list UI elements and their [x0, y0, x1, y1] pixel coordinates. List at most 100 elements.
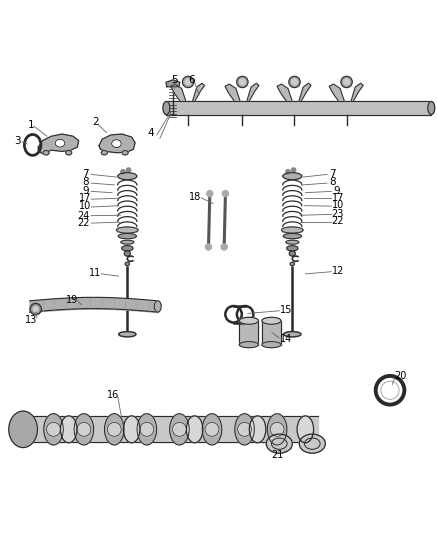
Circle shape: [238, 422, 252, 437]
Polygon shape: [38, 134, 79, 154]
Ellipse shape: [137, 414, 156, 445]
Ellipse shape: [267, 414, 287, 445]
Circle shape: [47, 422, 60, 437]
Text: 12: 12: [332, 266, 344, 276]
Text: 13: 13: [25, 316, 37, 325]
Polygon shape: [192, 83, 205, 101]
Polygon shape: [277, 84, 292, 101]
Text: 18: 18: [189, 192, 201, 202]
Polygon shape: [166, 101, 431, 115]
Ellipse shape: [116, 227, 138, 233]
Circle shape: [183, 76, 194, 87]
Text: 6: 6: [188, 75, 195, 85]
Text: 17: 17: [79, 193, 91, 203]
Text: 4: 4: [148, 128, 155, 138]
Circle shape: [270, 422, 284, 437]
Ellipse shape: [262, 317, 281, 324]
Circle shape: [173, 422, 186, 437]
Text: 7: 7: [329, 168, 336, 179]
Ellipse shape: [235, 414, 254, 445]
Circle shape: [286, 169, 290, 174]
Text: 16: 16: [108, 390, 120, 400]
Ellipse shape: [299, 434, 325, 453]
Polygon shape: [247, 83, 259, 101]
Polygon shape: [329, 84, 344, 101]
Text: 8: 8: [329, 177, 336, 187]
Ellipse shape: [60, 416, 77, 443]
Ellipse shape: [118, 233, 136, 239]
Text: 23: 23: [332, 208, 344, 219]
Text: 17: 17: [332, 193, 344, 203]
Ellipse shape: [24, 134, 41, 155]
Ellipse shape: [281, 227, 303, 233]
Ellipse shape: [122, 150, 128, 155]
Ellipse shape: [289, 251, 295, 256]
Ellipse shape: [118, 332, 136, 337]
Text: 21: 21: [271, 450, 284, 461]
Ellipse shape: [202, 414, 222, 445]
Text: 9: 9: [333, 185, 340, 196]
Circle shape: [343, 79, 350, 85]
Polygon shape: [351, 83, 363, 101]
Ellipse shape: [44, 414, 63, 445]
Ellipse shape: [124, 251, 130, 256]
Ellipse shape: [266, 434, 292, 453]
Polygon shape: [171, 84, 186, 101]
Ellipse shape: [74, 414, 94, 445]
Ellipse shape: [284, 332, 301, 337]
Ellipse shape: [154, 301, 161, 312]
Circle shape: [121, 169, 125, 174]
Polygon shape: [262, 321, 281, 345]
Text: 14: 14: [280, 334, 292, 344]
Ellipse shape: [9, 411, 38, 448]
Circle shape: [205, 244, 212, 250]
Ellipse shape: [121, 240, 134, 244]
Text: 10: 10: [79, 201, 91, 211]
Polygon shape: [225, 84, 240, 101]
Ellipse shape: [287, 246, 298, 251]
Ellipse shape: [43, 150, 49, 155]
Text: 24: 24: [78, 211, 90, 221]
Text: 19: 19: [66, 295, 78, 304]
Text: 2: 2: [93, 117, 99, 127]
Ellipse shape: [104, 414, 124, 445]
Ellipse shape: [66, 150, 72, 155]
Ellipse shape: [123, 416, 140, 443]
Ellipse shape: [283, 173, 302, 180]
Ellipse shape: [250, 416, 266, 443]
Circle shape: [205, 422, 219, 437]
Text: 22: 22: [332, 216, 344, 227]
Text: 3: 3: [14, 135, 21, 146]
Ellipse shape: [428, 101, 435, 115]
Ellipse shape: [121, 246, 133, 251]
Circle shape: [77, 422, 91, 437]
Circle shape: [30, 303, 42, 314]
Text: 9: 9: [82, 185, 89, 196]
Polygon shape: [299, 83, 311, 101]
Ellipse shape: [170, 414, 189, 445]
Ellipse shape: [262, 342, 281, 348]
Text: 10: 10: [332, 200, 344, 211]
Circle shape: [289, 76, 300, 87]
Text: 1: 1: [28, 119, 34, 130]
Circle shape: [376, 376, 404, 405]
Circle shape: [291, 168, 296, 172]
Circle shape: [207, 190, 213, 197]
Polygon shape: [23, 416, 319, 442]
Ellipse shape: [125, 262, 129, 265]
Polygon shape: [239, 321, 258, 345]
Circle shape: [341, 76, 352, 87]
Circle shape: [126, 168, 131, 172]
Circle shape: [239, 79, 246, 85]
Text: 15: 15: [280, 305, 292, 315]
Polygon shape: [99, 134, 135, 153]
Text: 22: 22: [78, 218, 90, 228]
Circle shape: [222, 190, 229, 197]
Polygon shape: [233, 306, 245, 322]
Circle shape: [185, 79, 191, 85]
Text: 20: 20: [394, 371, 406, 381]
Polygon shape: [166, 80, 180, 87]
Ellipse shape: [186, 416, 203, 443]
Ellipse shape: [297, 416, 314, 443]
Circle shape: [33, 306, 38, 312]
